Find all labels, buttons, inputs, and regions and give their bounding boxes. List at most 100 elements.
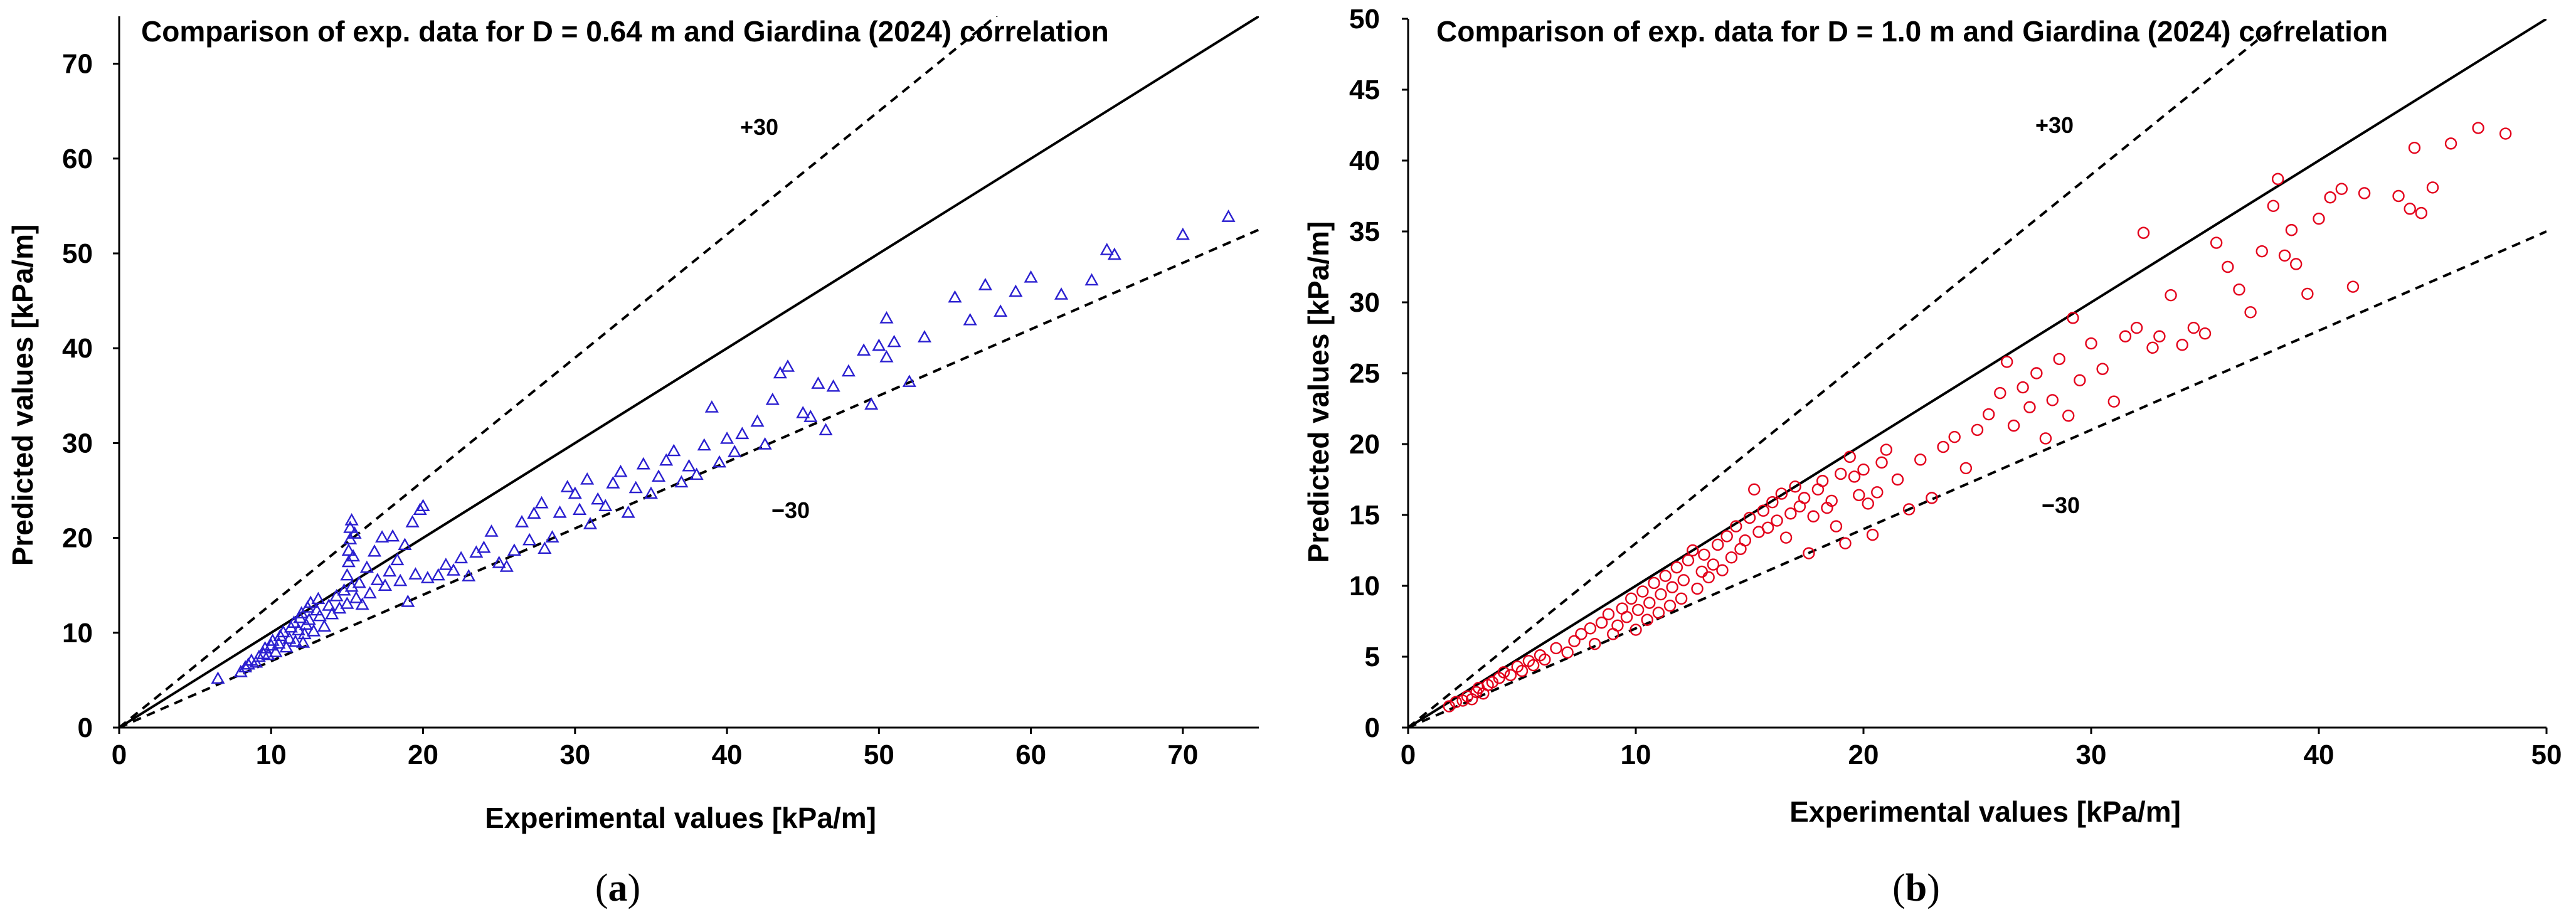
data-point-a	[773, 366, 787, 379]
data-point-a	[393, 573, 408, 586]
data-point-b	[2046, 394, 2059, 406]
data-point-b	[2289, 258, 2303, 270]
data-point-a	[545, 530, 559, 543]
data-point-b	[1707, 558, 1720, 571]
y-tick-label-b: 10	[1349, 571, 1380, 602]
data-point-b	[1748, 483, 1761, 496]
data-point-b	[1789, 480, 1801, 493]
data-point-b	[1625, 592, 1638, 605]
data-point-b	[1698, 548, 1710, 561]
data-point-b	[1527, 659, 1540, 672]
data-point-b	[1880, 443, 1893, 456]
band-label-plus-a: +30	[740, 114, 778, 140]
data-point-a	[573, 502, 587, 516]
x-tick-label-a: 0	[112, 739, 127, 770]
y-tick-label-b: 40	[1349, 146, 1380, 176]
data-point-a	[311, 591, 326, 605]
data-point-b	[2165, 289, 2177, 302]
data-point-b	[1807, 510, 1820, 522]
data-point-a	[408, 567, 423, 580]
data-point-a	[1054, 287, 1069, 300]
data-point-b	[2301, 287, 2314, 300]
data-point-b	[2107, 395, 2121, 408]
data-point-b	[1803, 547, 1815, 559]
data-point-b	[1902, 503, 1916, 516]
data-point-b	[2137, 226, 2150, 239]
x-tick-labels-b: 0 10 20 30 40 50	[1401, 739, 2562, 770]
data-point-a	[682, 458, 696, 472]
data-point-a	[431, 568, 445, 581]
data-point-b	[1771, 514, 1783, 527]
data-point-a	[307, 623, 321, 637]
data-point-a	[598, 499, 613, 511]
data-point-a	[340, 568, 354, 581]
data-point-a	[341, 543, 356, 556]
y-tick-label-a: 70	[62, 49, 93, 80]
data-point-b	[2392, 189, 2405, 203]
data-point-a	[312, 608, 327, 622]
data-point-a	[659, 453, 674, 466]
y-tick-label-b: 5	[1365, 642, 1380, 672]
data-point-b	[1816, 475, 1829, 487]
data-point-b	[2426, 181, 2439, 194]
y-tick-label-b: 20	[1349, 429, 1380, 460]
x-tick-label-a: 60	[1015, 739, 1046, 770]
data-point-a	[765, 392, 780, 405]
data-point-b	[1595, 617, 1608, 629]
data-point-b	[1798, 492, 1811, 504]
data-point-b	[1497, 666, 1510, 679]
data-point-b	[2153, 330, 2166, 342]
data-point-a	[282, 632, 297, 644]
data-point-b	[1866, 528, 1879, 541]
y-tick-label-a: 10	[62, 618, 93, 649]
data-point-b	[1857, 463, 1870, 476]
data-point-b	[1588, 637, 1601, 650]
y-tick-label-a: 20	[62, 523, 93, 554]
data-point-b	[1761, 521, 1774, 534]
data-point-a	[1024, 270, 1038, 283]
data-point-a	[268, 645, 283, 657]
data-point-b	[1682, 554, 1695, 567]
data-point-a	[349, 591, 363, 603]
y-tick-label-b: 45	[1349, 75, 1380, 105]
data-point-a	[484, 524, 499, 537]
band-label-minus-a: −30	[771, 497, 810, 523]
data-point-b	[2187, 321, 2200, 334]
data-point-b	[2053, 352, 2065, 366]
data-point-a	[413, 502, 427, 516]
data-point-a	[241, 657, 255, 670]
data-point-b	[2285, 224, 2298, 236]
data-point-b	[1670, 561, 1683, 574]
data-point-a	[879, 349, 894, 363]
y-tick-label-b: 0	[1365, 713, 1380, 743]
data-point-b	[1825, 494, 1838, 507]
data-point-b	[1848, 470, 1861, 483]
data-point-b	[1994, 386, 2006, 400]
data-point-b	[1739, 534, 1751, 547]
data-point-a	[1084, 273, 1099, 286]
data-point-a	[689, 467, 704, 480]
data-point-a	[534, 496, 549, 509]
data-point-a	[527, 506, 541, 519]
data-point-a	[644, 486, 658, 499]
data-point-a	[583, 517, 598, 529]
data-point-b	[2130, 321, 2143, 334]
data-point-b	[1486, 676, 1499, 689]
x-tick-label-b: 50	[2531, 739, 2562, 770]
data-point-a	[712, 455, 727, 468]
reference-line-plus-30-a	[119, 16, 998, 728]
chart-title-a: Comparison of exp. data for D = 0.64 m a…	[141, 15, 1109, 48]
data-point-a	[363, 586, 377, 599]
data-point-b	[1631, 603, 1645, 617]
data-point-a	[750, 414, 765, 427]
data-point-b	[1948, 431, 1961, 443]
data-point-a	[211, 671, 225, 684]
data-point-a	[352, 575, 366, 588]
band-label-minus-b: −30	[2042, 492, 2080, 518]
data-point-a	[553, 505, 567, 518]
data-point-a	[238, 660, 253, 673]
reference-line-perfect-agreement-a	[119, 16, 1259, 728]
chart-title-b: Comparison of exp. data for D = 1.0 m an…	[1436, 15, 2388, 48]
data-point-a	[477, 540, 491, 553]
